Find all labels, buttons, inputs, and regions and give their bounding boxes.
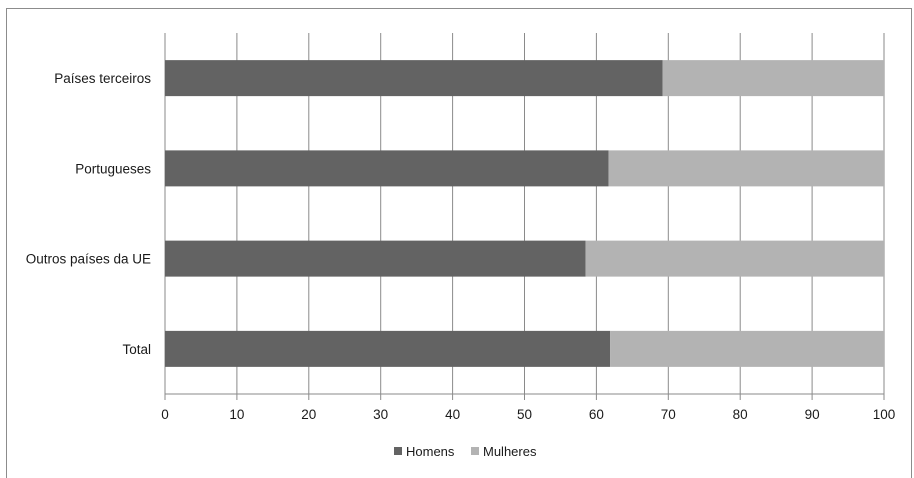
- category-label-outros-paises-da-ue: Outros países da UE: [26, 252, 151, 267]
- x-tick-label: 10: [229, 407, 244, 422]
- bar-homens-paises-terceiros: [165, 60, 663, 97]
- category-label-total: Total: [122, 342, 151, 357]
- category-label-paises-terceiros: Países terceiros: [54, 71, 151, 86]
- x-tick-label: 100: [873, 407, 896, 422]
- bar-mulheres-portugueses: [608, 150, 884, 187]
- legend: Homens Mulheres: [394, 444, 537, 459]
- legend-label-homens: Homens: [406, 444, 455, 459]
- bar-mulheres-outros-paises-da-ue: [585, 240, 884, 277]
- bars: [165, 60, 884, 367]
- x-tick-label: 60: [589, 407, 604, 422]
- x-tick-label: 30: [373, 407, 388, 422]
- legend-swatch-mulheres: [471, 447, 479, 455]
- x-tick-label: 0: [161, 407, 169, 422]
- x-tick-label: 90: [805, 407, 820, 422]
- legend-label-mulheres: Mulheres: [483, 444, 537, 459]
- x-tick-label: 70: [661, 407, 676, 422]
- x-tick-label: 40: [445, 407, 460, 422]
- x-tick-label: 50: [517, 407, 532, 422]
- x-tick-label: 20: [301, 407, 316, 422]
- bar-homens-portugueses: [165, 150, 609, 187]
- bar-homens-total: [165, 330, 611, 367]
- legend-swatch-homens: [394, 447, 402, 455]
- category-labels: Países terceiros Portugueses Outros países…: [26, 71, 152, 357]
- x-tick-label: 80: [733, 407, 748, 422]
- category-label-portugueses: Portugueses: [75, 161, 151, 176]
- bar-homens-outros-paises-da-ue: [165, 240, 586, 277]
- bar-mulheres-paises-terceiros: [662, 60, 884, 97]
- chart-frame: [6, 8, 912, 478]
- x-tick-labels: 0 10 20 30 40 50 60 70 80 90 100: [161, 407, 895, 422]
- bar-mulheres-total: [610, 330, 884, 367]
